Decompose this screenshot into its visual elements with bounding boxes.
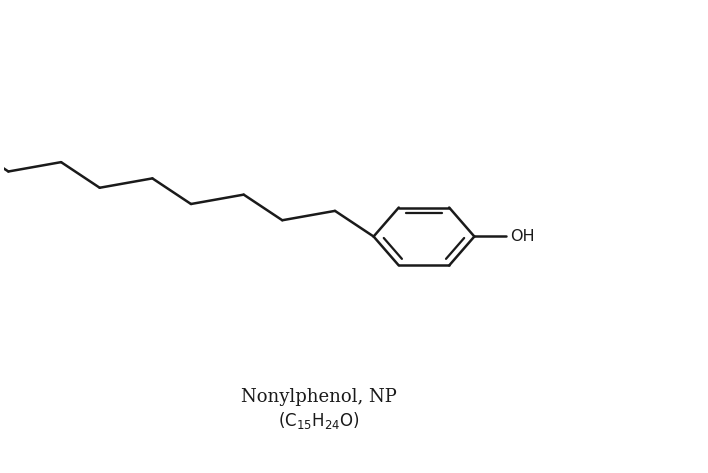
Text: OH: OH <box>510 229 535 244</box>
Text: $\mathrm{(C_{15}H_{24}O)}$: $\mathrm{(C_{15}H_{24}O)}$ <box>278 410 360 430</box>
Text: Nonylphenol, NP: Nonylphenol, NP <box>241 388 397 406</box>
